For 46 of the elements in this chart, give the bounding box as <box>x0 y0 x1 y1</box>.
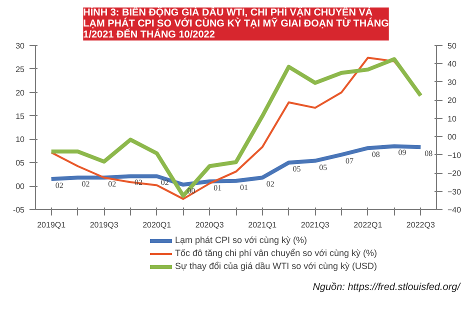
text: Nguồn: https://fred.stlouisfed.org/ <box>312 281 460 295</box>
legend-item: Tốc đô tăng chi phí vân chuyển so với cùng kỳ (%) <box>150 247 378 260</box>
y2-tick-label: 20 <box>448 96 457 106</box>
y2-tick-label: 10 <box>448 114 457 124</box>
data-label: 02 <box>134 178 142 188</box>
y2-tick-label: 40 <box>448 60 457 69</box>
y-tick-label: 20 <box>16 88 26 98</box>
y2-tick-label: −10 <box>448 150 462 160</box>
data-label: 01 <box>214 183 222 192</box>
data-label: 08 <box>372 150 380 160</box>
y2-tick-label: −30 <box>448 187 462 196</box>
data-label: 07 <box>346 156 354 166</box>
y-tick-label: -05 <box>12 206 26 214</box>
data-label: 05 <box>292 164 301 174</box>
data-label: 01 <box>240 182 248 192</box>
x-tick-label: 2020Q1 <box>142 220 172 230</box>
y2-tick-label: 00 <box>448 132 457 142</box>
data-label: 09 <box>398 148 406 158</box>
y-tick-label: 15 <box>16 112 26 121</box>
y-tick-label: 00 <box>16 182 26 192</box>
x-tick-label: 2019Q3 <box>90 220 119 230</box>
legend-item: Sự thay đổi của giá dầu WTI so với cùng kỳ (USD) <box>150 260 378 273</box>
y-tick-label: 10 <box>16 135 26 144</box>
data-label: 02 <box>266 180 274 189</box>
x-tick-label: 2021Q1 <box>248 220 278 230</box>
y2-tick-label: 30 <box>448 78 457 87</box>
y2-tick-label: −40 <box>448 206 462 214</box>
x-tick-label: 2020Q3 <box>195 220 224 230</box>
chart-title: HÌNH 3: BIẾN ĐỘNG GIÁ DẦU WTI, CHI PHÍ VẬN CHUYỂN VÀ LẠM PHÁT CPI SO VỚI CÙNG KỲ TẠI MỸ GIAI ĐOẠN TỪ THÁNG 1/2021 ĐẾN THÁNG 10/2022 <box>83 6 390 40</box>
y-tick-label: 25 <box>16 64 26 74</box>
y-tick-label: 05 <box>16 158 26 168</box>
x-tick-label: 2022Q3 <box>406 220 436 230</box>
data-label: 02 <box>108 180 116 189</box>
data-label: 02 <box>82 180 90 189</box>
data-label: 02 <box>160 178 169 188</box>
data-label: 02 <box>55 181 64 190</box>
x-tick-label: 2019Q1 <box>37 220 66 230</box>
data-label: 05 <box>319 162 328 172</box>
y2-tick-label: 50 <box>448 42 457 50</box>
y2-tick-label: −20 <box>448 169 462 178</box>
legend-label: Lạm phát CPI so với cùng kỳ (%) <box>175 234 307 247</box>
x-tick-label: 2021Q3 <box>300 220 330 230</box>
legend-item: Lạm phát CPI so với cùng kỳ (%) <box>150 234 378 247</box>
data-label: 08 <box>424 149 433 158</box>
x-tick-label: 2022Q1 <box>354 220 383 230</box>
y-tick-label: 30 <box>16 42 26 50</box>
